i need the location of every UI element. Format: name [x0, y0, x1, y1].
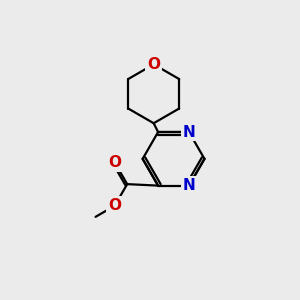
- Text: O: O: [108, 198, 121, 213]
- Text: N: N: [183, 178, 195, 193]
- Text: O: O: [108, 155, 121, 170]
- Text: O: O: [147, 57, 160, 72]
- Text: N: N: [183, 124, 195, 140]
